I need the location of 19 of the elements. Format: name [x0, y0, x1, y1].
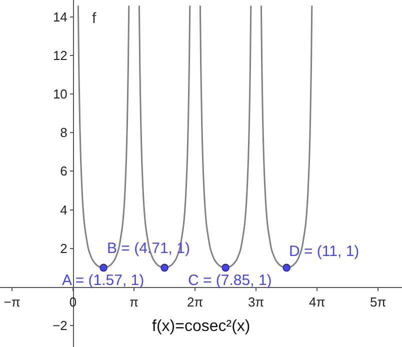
x-tick-label: 2π: [186, 294, 204, 310]
annotation: A = (1.57, 1): [62, 272, 144, 289]
y-tick-label: 4: [60, 202, 68, 218]
y-tick-label: 12: [52, 48, 68, 63]
y-tick-label: 2: [60, 240, 68, 256]
x-tick-label: 5π: [370, 294, 386, 310]
y-tick-label: 6: [60, 164, 68, 179]
y-tick-label: 10: [52, 86, 68, 102]
y-tick-label: 8: [60, 125, 68, 140]
annotation: C = (7.85, 1): [188, 272, 272, 289]
x-tick-label: 3π: [248, 294, 264, 310]
annotation: D = (11, 1): [289, 243, 360, 260]
x-tick-label: 4π: [308, 294, 326, 310]
x-tick-label: π: [130, 294, 139, 310]
annotation: f(x)=cosec²(x): [152, 318, 250, 335]
x-tick-label: −π: [4, 294, 20, 310]
y-tick-label: −2: [52, 318, 68, 334]
series-label: f: [92, 10, 97, 27]
y-tick-label: 14: [52, 9, 68, 24]
